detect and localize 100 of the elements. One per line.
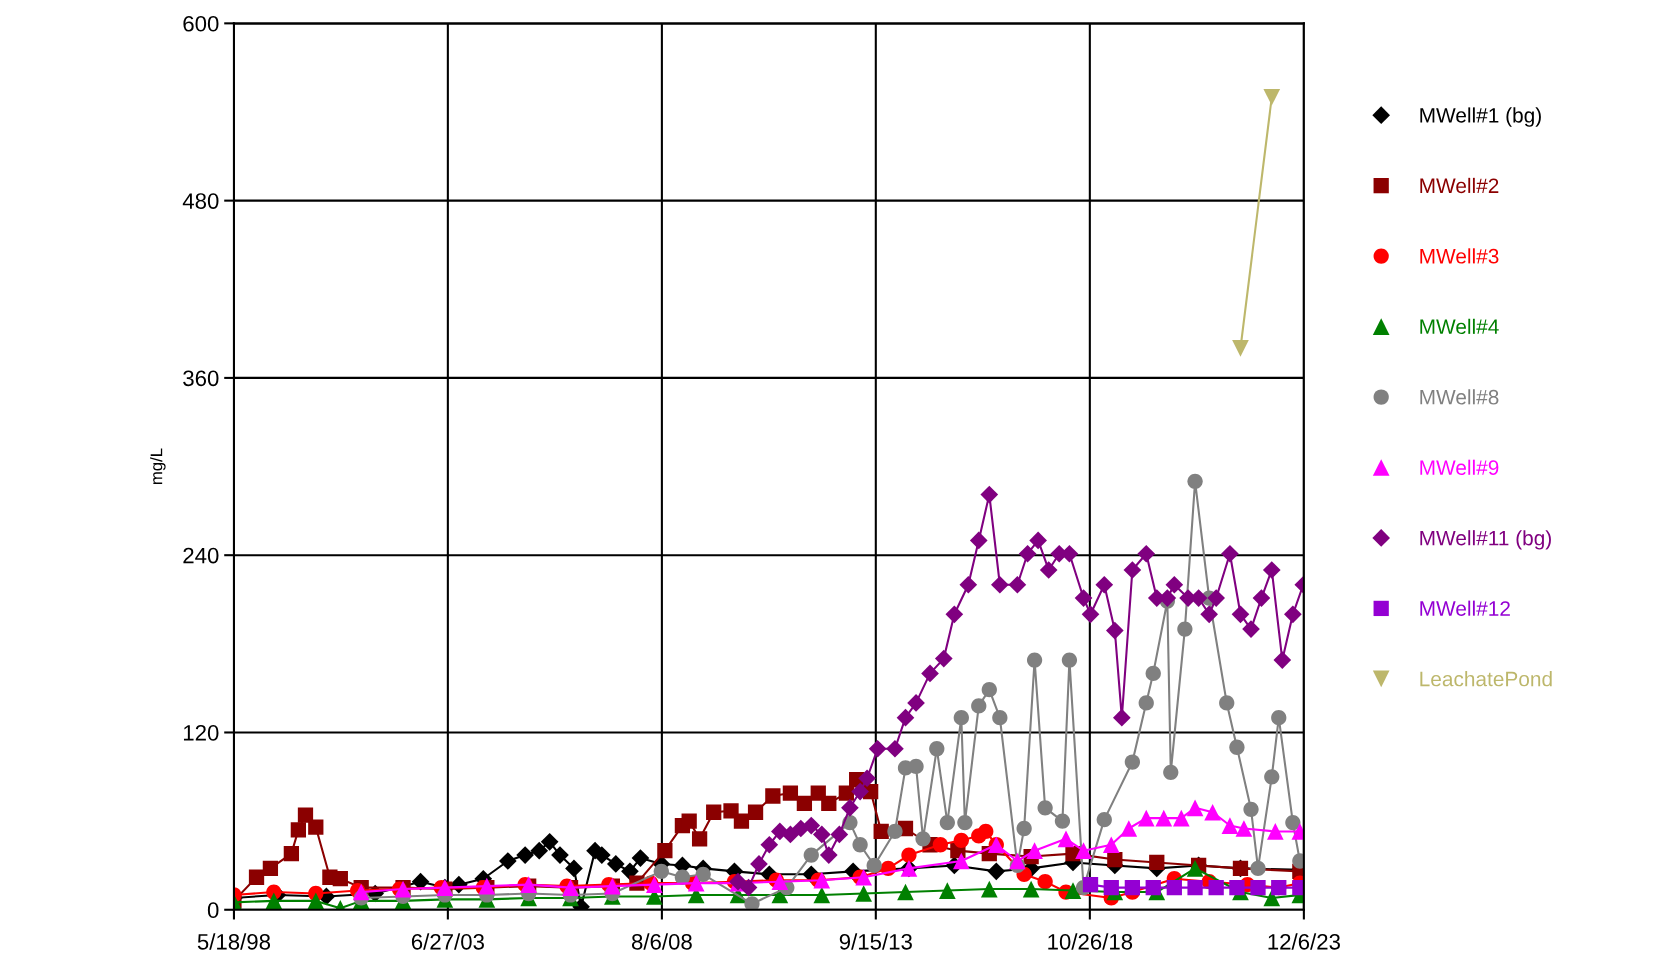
- y-tick-label: 600: [183, 15, 219, 32]
- point: [290, 822, 307, 838]
- point: [1208, 879, 1224, 896]
- point: [873, 823, 889, 840]
- point: [813, 871, 831, 889]
- point: [1229, 879, 1245, 896]
- x-tick-label: 6/27/03: [411, 933, 484, 950]
- point: [953, 710, 969, 726]
- point: [248, 869, 265, 885]
- point: [530, 841, 549, 860]
- point: [1124, 879, 1141, 896]
- point: [953, 832, 969, 848]
- point: [796, 795, 813, 812]
- point: [1221, 817, 1239, 834]
- point: [812, 825, 831, 844]
- point: [992, 710, 1008, 726]
- point: [1263, 889, 1281, 907]
- point: [565, 859, 583, 878]
- point: [1105, 621, 1124, 640]
- point: [1123, 561, 1142, 579]
- point: [1057, 830, 1075, 848]
- point: [657, 843, 673, 859]
- point: [855, 868, 872, 886]
- point: [991, 575, 1009, 594]
- y-tick-label: 240: [183, 547, 219, 564]
- point: [1102, 836, 1120, 854]
- point: [803, 847, 819, 863]
- point: [1149, 854, 1165, 871]
- point: [915, 831, 931, 847]
- point: [821, 795, 837, 812]
- point: [887, 823, 903, 840]
- point: [1039, 561, 1058, 579]
- point: [551, 846, 569, 864]
- point: [897, 883, 914, 901]
- point: [516, 846, 534, 864]
- point: [1107, 851, 1123, 868]
- point: [1137, 544, 1156, 563]
- point: [1273, 651, 1292, 669]
- point: [1285, 814, 1301, 831]
- x-tick-label: 12/6/23: [1268, 933, 1340, 950]
- point: [606, 855, 625, 873]
- y-tick-label: 360: [183, 370, 219, 387]
- point: [1264, 769, 1280, 785]
- point: [1235, 820, 1253, 837]
- point: [810, 785, 826, 801]
- point: [932, 837, 948, 853]
- point: [1262, 561, 1281, 579]
- point: [1263, 88, 1281, 106]
- legend-label: MWell#9: [1420, 459, 1499, 475]
- point: [750, 855, 768, 873]
- point: [813, 886, 831, 904]
- point: [1138, 695, 1154, 711]
- y-axis-title: mg/L: [150, 448, 166, 484]
- point: [858, 769, 876, 788]
- legend-label: LeachatePond: [1420, 671, 1552, 687]
- point: [841, 798, 859, 817]
- point: [907, 694, 925, 712]
- x-tick-label: 10/26/18: [1048, 933, 1133, 950]
- legend-label: MWell#8: [1420, 389, 1499, 405]
- point: [969, 531, 988, 550]
- point: [706, 804, 722, 820]
- point: [1231, 605, 1250, 624]
- point: [1082, 877, 1099, 893]
- point: [1054, 813, 1071, 829]
- point: [781, 825, 800, 844]
- point: [1229, 739, 1245, 755]
- point: [908, 758, 924, 775]
- point: [852, 837, 868, 853]
- point: [939, 882, 956, 899]
- point: [691, 831, 708, 847]
- point: [1177, 621, 1193, 637]
- point: [1074, 589, 1093, 607]
- point: [747, 804, 764, 820]
- point: [1016, 820, 1032, 837]
- point: [1232, 340, 1249, 357]
- point: [1061, 652, 1078, 668]
- point: [1243, 801, 1259, 817]
- point: [1266, 823, 1284, 840]
- x-tick-label: 5/18/98: [197, 933, 271, 950]
- point: [352, 883, 370, 901]
- point: [771, 873, 789, 891]
- point: [851, 782, 869, 801]
- point: [866, 857, 882, 874]
- point: [1120, 820, 1138, 837]
- point: [987, 862, 1006, 881]
- legend-label: MWell#11 (bg): [1420, 530, 1551, 550]
- point: [760, 835, 779, 854]
- point: [1252, 589, 1271, 607]
- point: [1103, 879, 1119, 896]
- point: [411, 872, 430, 891]
- point: [929, 741, 945, 757]
- point: [1166, 879, 1182, 896]
- point: [980, 880, 998, 898]
- point: [308, 819, 324, 835]
- point: [1026, 842, 1043, 859]
- point: [1112, 708, 1131, 727]
- point: [283, 845, 300, 862]
- point: [921, 664, 939, 683]
- point: [1165, 575, 1184, 594]
- point: [1172, 809, 1190, 827]
